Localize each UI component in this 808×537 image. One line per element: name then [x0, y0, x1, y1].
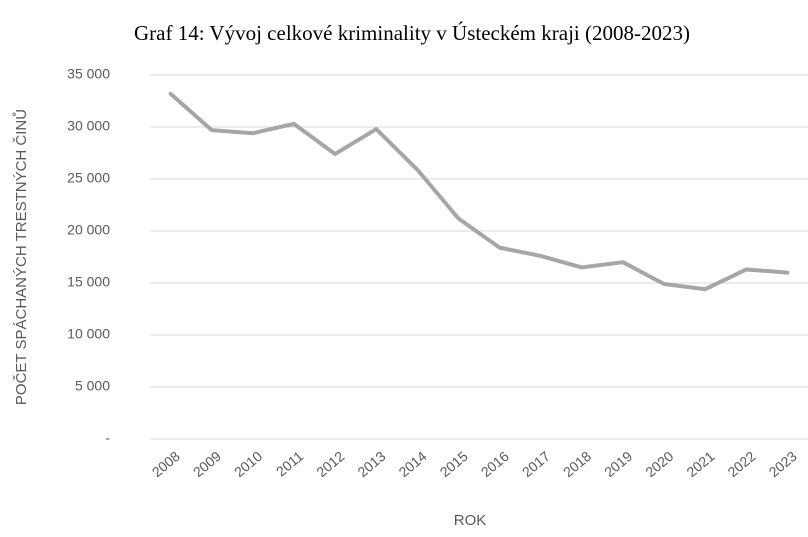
- x-tick-label: 2022: [724, 448, 758, 480]
- chart-title: Graf 14: Vývoj celkové kriminality v Úst…: [134, 21, 690, 45]
- x-tick-label: 2018: [560, 448, 594, 480]
- x-tick-label: 2008: [149, 448, 183, 480]
- x-tick-label: 2020: [642, 448, 676, 480]
- x-tick-label: 2011: [273, 448, 307, 480]
- y-tick-label: -: [105, 430, 110, 446]
- x-tick-label: 2019: [601, 448, 635, 480]
- y-tick-label: 20 000: [67, 222, 110, 238]
- x-axis-title: ROK: [454, 512, 487, 529]
- x-tick-label: 2010: [231, 448, 265, 480]
- x-tick-label: 2015: [437, 448, 471, 480]
- x-tick-label: 2023: [766, 448, 800, 480]
- data-line: [168, 91, 790, 292]
- y-tick-label: 15 000: [67, 274, 110, 290]
- x-tick-label: 2017: [519, 448, 553, 480]
- x-tick-label: 2012: [313, 448, 347, 480]
- x-tick-label: 2013: [354, 448, 388, 480]
- y-tick-label: 30 000: [67, 118, 110, 134]
- y-tick-label: 25 000: [67, 170, 110, 186]
- y-tick-label: 10 000: [67, 326, 110, 342]
- x-tick-label: 2016: [478, 448, 512, 480]
- x-tick-label: 2021: [683, 448, 717, 480]
- x-tick-label: 2009: [190, 448, 224, 480]
- y-tick-label: 5 000: [75, 378, 110, 394]
- x-tick-label: 2014: [395, 448, 429, 480]
- y-tick-label: 35 000: [67, 66, 110, 82]
- y-axis-title: POČET SPÁCHANÝCH TRESTNÝCH ČINŮ: [12, 109, 30, 405]
